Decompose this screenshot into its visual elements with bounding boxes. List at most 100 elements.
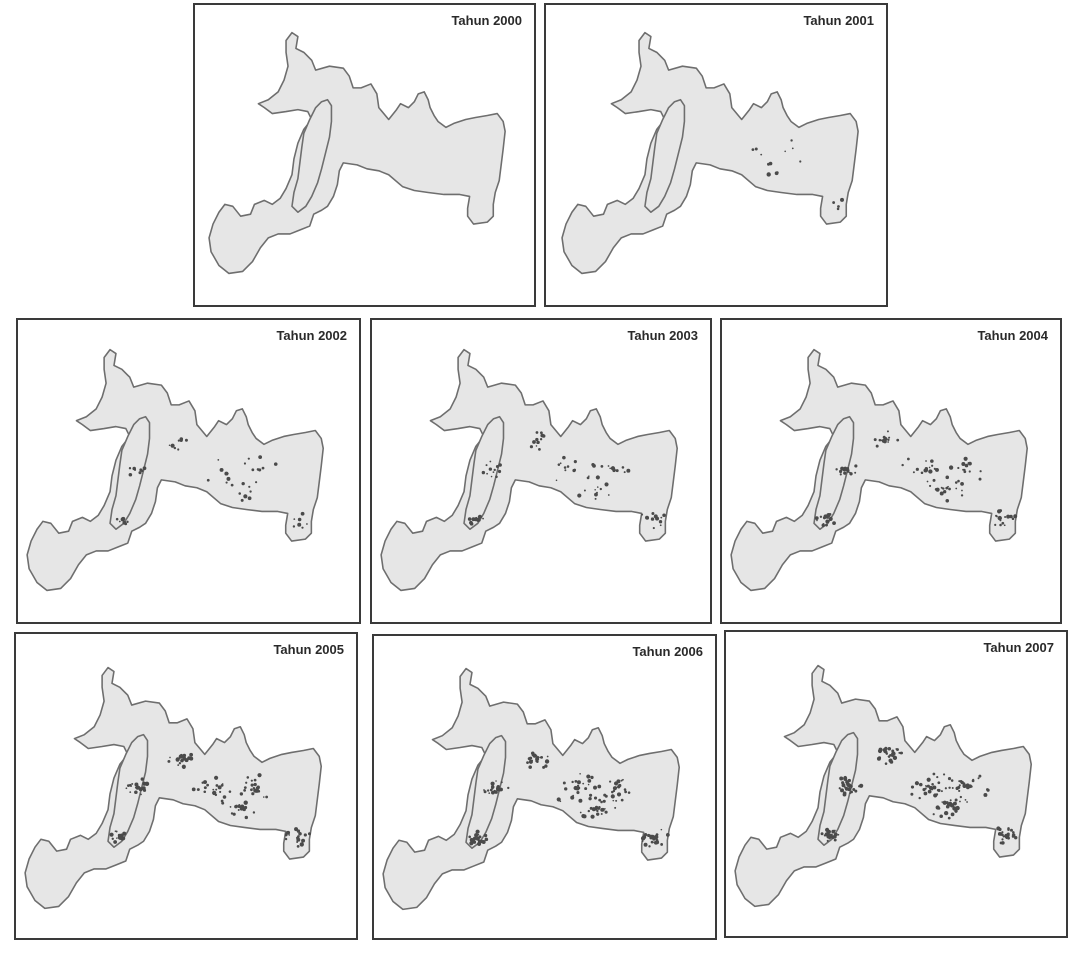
- change-spot: [590, 775, 594, 780]
- change-spot: [594, 492, 598, 497]
- change-spot: [964, 799, 967, 801]
- change-spot: [612, 468, 616, 472]
- change-spot: [609, 780, 612, 783]
- change-spot: [623, 788, 627, 791]
- change-spot: [130, 785, 133, 787]
- change-spot: [470, 838, 473, 842]
- change-spot: [961, 462, 966, 466]
- change-spot: [954, 481, 958, 484]
- change-spot: [258, 455, 263, 459]
- inner-region-outline: [291, 98, 333, 214]
- change-spot: [611, 790, 614, 794]
- change-spot: [652, 526, 655, 530]
- change-spot: [288, 834, 291, 836]
- change-spot: [947, 776, 952, 781]
- change-spot: [226, 476, 231, 481]
- change-spot: [1001, 831, 1004, 834]
- map-svg: [734, 664, 1033, 908]
- change-spot: [968, 461, 972, 466]
- change-spot: [579, 811, 582, 814]
- change-spot: [474, 833, 479, 838]
- inner-region-outline: [813, 415, 855, 531]
- change-spot: [574, 779, 578, 783]
- change-spot: [960, 481, 964, 486]
- change-spot: [624, 790, 628, 794]
- change-spot: [841, 783, 846, 788]
- region-outline: [380, 348, 678, 592]
- change-spot: [265, 795, 269, 799]
- change-spot: [118, 835, 123, 840]
- map-group: [734, 664, 1033, 908]
- change-spot: [301, 526, 304, 529]
- change-spot: [994, 523, 997, 526]
- change-spot: [843, 776, 848, 781]
- inner-region-outline: [107, 733, 149, 848]
- change-spot: [495, 780, 497, 782]
- map-svg: [730, 348, 1028, 592]
- change-spot: [600, 464, 604, 468]
- change-spot: [888, 436, 891, 439]
- change-spot: [296, 837, 301, 842]
- change-spot: [576, 790, 580, 795]
- change-spot: [966, 801, 968, 803]
- change-spot: [118, 520, 121, 523]
- change-spot: [999, 832, 1003, 836]
- change-spot: [477, 833, 480, 836]
- change-spot: [300, 511, 305, 516]
- change-spot: [134, 790, 138, 794]
- change-spot: [178, 762, 182, 765]
- panel-title: Tahun 2002: [276, 328, 347, 343]
- change-spot: [126, 784, 130, 787]
- change-spot: [600, 808, 605, 812]
- change-spot: [604, 482, 609, 487]
- change-spot: [883, 750, 887, 754]
- change-spot: [983, 792, 988, 797]
- region-outline: [24, 666, 323, 910]
- change-spot: [823, 834, 826, 837]
- change-spot: [132, 466, 136, 471]
- change-spot: [294, 827, 299, 832]
- change-spot: [196, 788, 200, 792]
- change-spot: [655, 833, 659, 837]
- change-spot: [997, 833, 1001, 836]
- change-spot: [491, 790, 495, 795]
- change-spot: [910, 792, 914, 796]
- change-spot: [620, 779, 623, 782]
- change-spot: [492, 471, 495, 473]
- change-spot: [600, 812, 603, 815]
- change-spot: [541, 434, 546, 438]
- change-spot: [838, 469, 843, 474]
- change-spot: [926, 480, 929, 483]
- change-spot: [910, 785, 915, 789]
- change-spot: [240, 498, 244, 502]
- change-spot: [1012, 831, 1015, 834]
- change-spot: [297, 835, 300, 838]
- change-spot: [170, 443, 175, 448]
- panel-title: Tahun 2003: [627, 328, 698, 343]
- change-spot: [497, 469, 502, 474]
- change-spot: [496, 785, 500, 789]
- change-spot: [943, 810, 949, 816]
- change-spot: [217, 458, 220, 461]
- change-spot: [826, 827, 829, 830]
- change-spot: [540, 756, 544, 759]
- change-spot: [912, 471, 915, 474]
- change-spot: [659, 524, 662, 527]
- change-spot: [928, 466, 931, 469]
- change-spot: [262, 796, 265, 798]
- region-outline: [734, 664, 1033, 908]
- change-spot: [926, 777, 931, 782]
- change-spot: [971, 779, 975, 783]
- change-spot: [229, 806, 232, 808]
- change-spot: [826, 513, 831, 518]
- change-spot: [482, 517, 484, 520]
- change-spot: [955, 805, 960, 811]
- map-svg: [380, 348, 678, 592]
- change-spot: [134, 786, 137, 789]
- change-spot: [131, 782, 134, 785]
- change-spot: [189, 752, 194, 757]
- change-spot: [775, 171, 779, 175]
- change-spot: [545, 761, 548, 764]
- change-spot: [559, 462, 562, 465]
- change-spot: [852, 788, 856, 792]
